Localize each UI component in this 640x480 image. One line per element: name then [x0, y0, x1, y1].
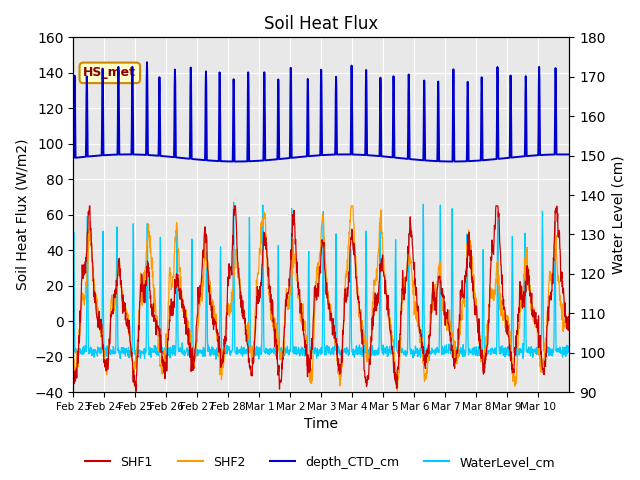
- Text: HS_met: HS_met: [83, 66, 136, 79]
- Title: Soil Heat Flux: Soil Heat Flux: [264, 15, 378, 33]
- Y-axis label: Water Level (cm): Water Level (cm): [611, 156, 625, 274]
- Y-axis label: Soil Heat Flux (W/m2): Soil Heat Flux (W/m2): [15, 139, 29, 290]
- Legend: SHF1, SHF2, depth_CTD_cm, WaterLevel_cm: SHF1, SHF2, depth_CTD_cm, WaterLevel_cm: [80, 451, 560, 474]
- X-axis label: Time: Time: [304, 418, 339, 432]
